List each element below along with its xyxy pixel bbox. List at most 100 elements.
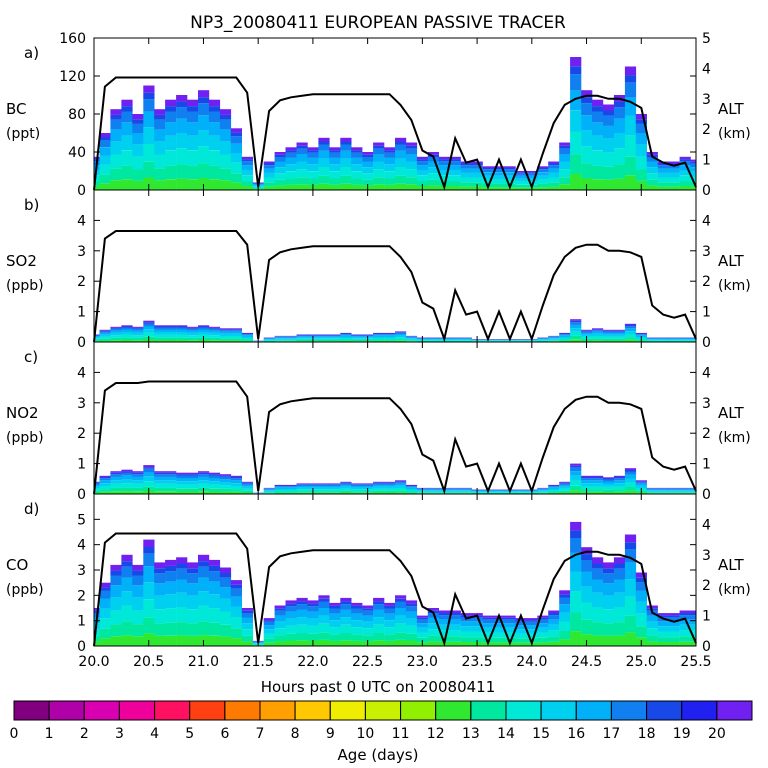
co-bar-38-layer-2 <box>504 632 516 638</box>
bc-bar-29-layer-5 <box>405 148 418 155</box>
co-bar-36-layer-3 <box>482 627 494 633</box>
so2-bar-46-layer-4 <box>592 331 604 334</box>
so2-bar-0-layer-1 <box>94 339 100 341</box>
no2-bar-12-layer-3 <box>219 482 232 486</box>
no2-bar-7-layer-0 <box>165 491 177 494</box>
co-bar-28-layer-5 <box>395 601 407 608</box>
so2-bar-44-layer-7 <box>570 319 582 321</box>
so2-bar-53-layer-5 <box>668 338 680 339</box>
bc-bar-9-layer-7 <box>187 99 199 106</box>
so2-bar-20-layer-6 <box>307 334 319 336</box>
so2-bar-7-layer-5 <box>165 327 177 330</box>
no2-bar-23-layer-7 <box>340 481 352 483</box>
bc-bar-8-layer-3 <box>176 133 188 149</box>
so2-bar-51-layer-5 <box>646 338 658 339</box>
bc-bar-27-layer-6 <box>384 150 396 153</box>
co-bar-7-layer-1 <box>165 622 177 636</box>
bc-bar-22-layer-0 <box>329 184 341 190</box>
co-bar-7-layer-3 <box>165 594 177 609</box>
so2-bar-9-layer-5 <box>187 328 199 331</box>
so2-bar-16-layer-3 <box>263 339 275 340</box>
bc-bar-13-layer-3 <box>230 152 242 163</box>
no2-bar-5-layer-6 <box>143 467 155 469</box>
no2-bar-53-layer-4 <box>668 489 680 491</box>
no2-bar-10-layer-5 <box>198 474 210 477</box>
so2-bar-8-layer-7 <box>176 325 188 327</box>
bc-bar-18-layer-0 <box>285 184 297 190</box>
panel-label: b) <box>24 196 39 214</box>
bc-bar-34-layer-0 <box>460 186 472 190</box>
alt-tick-label: 1 <box>702 153 711 169</box>
bc-bar-43-layer-4 <box>559 154 571 162</box>
x-tick-label: 22.5 <box>352 654 383 670</box>
so2-bar-39-layer-3 <box>515 340 527 341</box>
y-tick-label: 2 <box>77 274 86 290</box>
no2-bar-24-layer-5 <box>351 484 363 486</box>
bc-bar-14-layer-5 <box>241 161 253 166</box>
alt-label: ALT <box>718 556 745 574</box>
co-bar-47-layer-1 <box>603 623 615 636</box>
colorbar-swatch-20 <box>716 700 753 721</box>
co-bar-1-layer-5 <box>99 590 111 599</box>
co-bar-33-layer-1 <box>449 636 461 642</box>
co-bar-16-layer-2 <box>263 633 275 639</box>
so2-bar-52-layer-1 <box>657 340 669 342</box>
bc-bar-37-layer-4 <box>493 172 505 176</box>
bc-bar-42-layer-1 <box>548 182 560 187</box>
co-bar-44-layer-2 <box>570 591 582 613</box>
bc-bar-32-layer-4 <box>438 165 450 171</box>
bc-bar-50-layer-1 <box>635 169 647 181</box>
so2-bar-7-layer-1 <box>165 337 177 340</box>
bc-bar-38-layer-5 <box>504 169 516 173</box>
no2-bar-27-layer-4 <box>384 484 396 487</box>
co-bar-51-layer-1 <box>646 635 658 642</box>
co-bar-34-layer-0 <box>460 642 472 646</box>
bc-bar-17-layer-7 <box>274 152 286 155</box>
bc-bar-40-layer-5 <box>526 173 538 176</box>
no2-bar-46-layer-4 <box>592 480 604 483</box>
so2-bar-8-layer-2 <box>176 334 188 338</box>
co-bar-9-layer-6 <box>187 568 199 574</box>
so2-bar-14-layer-2 <box>241 338 253 340</box>
colorbar-tick-label: 19 <box>673 726 691 742</box>
so2-bar-22-layer-2 <box>329 338 341 340</box>
co-bar-14-layer-5 <box>241 612 253 618</box>
co-bar-10-layer-7 <box>198 554 210 562</box>
co-bar-42-layer-1 <box>548 636 560 642</box>
no2-bar-3-layer-2 <box>121 483 133 488</box>
co-bar-40-layer-3 <box>526 629 538 634</box>
bc-bar-10-layer-3 <box>198 130 210 147</box>
bc-bar-9-layer-5 <box>187 111 199 123</box>
co-bar-10-layer-1 <box>198 621 210 636</box>
so2-bar-50-layer-7 <box>635 332 647 334</box>
no2-bar-13-layer-4 <box>230 480 242 483</box>
no2-bar-5-layer-4 <box>143 472 155 477</box>
co-bar-42-layer-3 <box>548 624 560 631</box>
so2-bar-13-layer-3 <box>230 333 242 336</box>
colorbar-tick-label: 20 <box>708 726 726 742</box>
bc-bar-26-layer-4 <box>373 154 385 162</box>
so2-bar-12-layer-3 <box>219 333 232 336</box>
no2-bar-22-layer-4 <box>329 486 341 488</box>
no2-bar-28-layer-4 <box>395 483 407 486</box>
no2-bar-48-layer-6 <box>613 477 626 479</box>
co-bar-18-layer-2 <box>285 625 297 634</box>
co-bar-24-layer-0 <box>351 640 363 646</box>
no2-bar-33-layer-1 <box>449 492 461 494</box>
bc-bar-35-layer-5 <box>471 165 483 169</box>
no2-bar-9-layer-1 <box>187 488 199 492</box>
co-bar-49-layer-6 <box>624 542 637 549</box>
co-bar-28-layer-2 <box>395 623 407 633</box>
co-bar-47-layer-6 <box>603 568 615 574</box>
bc-bar-10-layer-2 <box>198 146 210 164</box>
colorbar-swatch-0 <box>13 700 50 721</box>
no2-bar-42-layer-2 <box>548 490 560 492</box>
colorbar-swatch-18 <box>646 700 683 721</box>
so2-bar-19-layer-3 <box>296 337 308 339</box>
alt-label: ALT <box>718 100 745 118</box>
co-bar-0-layer-2 <box>94 629 100 636</box>
no2-bar-44-layer-0 <box>570 490 582 494</box>
so2-bar-4-layer-6 <box>132 327 144 329</box>
